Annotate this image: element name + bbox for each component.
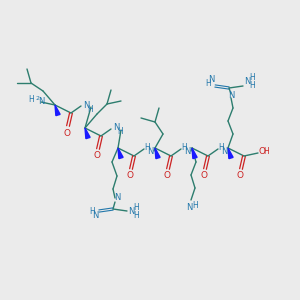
Polygon shape	[55, 105, 60, 116]
Text: H: H	[144, 142, 150, 152]
Text: H: H	[218, 142, 224, 152]
Text: H: H	[133, 212, 139, 220]
Text: N: N	[228, 92, 234, 100]
Text: H: H	[28, 95, 34, 104]
Text: O: O	[259, 148, 266, 157]
Polygon shape	[155, 148, 160, 159]
Text: H: H	[192, 200, 198, 209]
Text: H: H	[249, 74, 255, 82]
Polygon shape	[118, 148, 123, 159]
Polygon shape	[228, 148, 233, 159]
Text: O: O	[164, 172, 170, 181]
Text: H: H	[249, 80, 255, 89]
Text: H: H	[263, 148, 269, 157]
Text: H: H	[89, 208, 95, 217]
Text: N: N	[38, 98, 44, 106]
Text: N: N	[113, 124, 119, 133]
Polygon shape	[85, 128, 90, 139]
Text: N: N	[128, 206, 134, 215]
Text: N: N	[221, 146, 227, 155]
Text: N: N	[184, 146, 190, 155]
Text: O: O	[200, 172, 208, 181]
Text: N: N	[92, 212, 98, 220]
Polygon shape	[192, 148, 197, 159]
Text: H: H	[87, 104, 93, 113]
Text: O: O	[236, 172, 244, 181]
Text: N: N	[208, 74, 214, 83]
Text: O: O	[94, 152, 100, 160]
Text: N: N	[147, 146, 153, 155]
Text: O: O	[64, 128, 70, 137]
Text: N: N	[186, 203, 192, 212]
Text: H: H	[117, 128, 123, 136]
Text: N: N	[244, 77, 250, 86]
Text: H: H	[133, 203, 139, 212]
Text: O: O	[127, 172, 134, 181]
Text: H: H	[205, 79, 211, 88]
Text: N: N	[83, 100, 89, 109]
Text: N: N	[114, 194, 120, 202]
Text: 2: 2	[35, 95, 39, 101]
Text: H: H	[181, 142, 187, 152]
